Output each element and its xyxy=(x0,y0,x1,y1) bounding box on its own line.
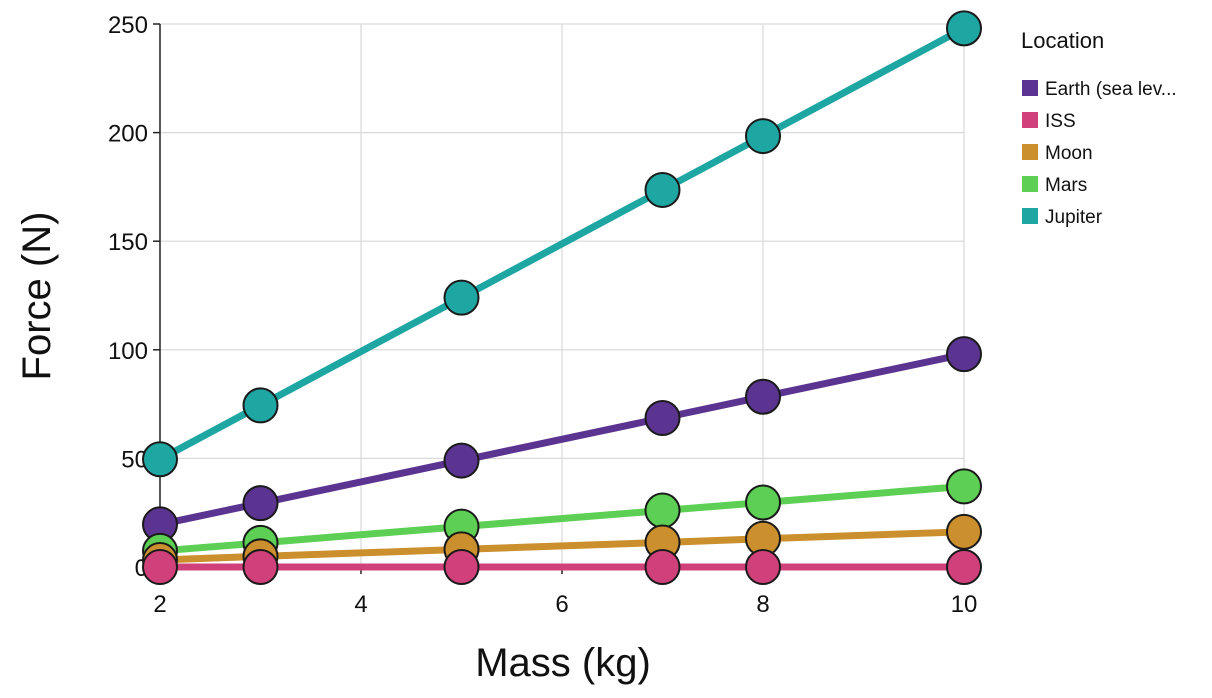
legend-swatch xyxy=(1022,80,1038,96)
legend-label: ISS xyxy=(1045,111,1076,132)
y-tick-label: 250 xyxy=(108,12,148,39)
legend-swatch xyxy=(1022,112,1038,128)
legend-item: Jupiter xyxy=(1022,207,1103,228)
y-tick-label: 150 xyxy=(108,229,148,256)
y-tick-label: 200 xyxy=(108,121,148,148)
x-tick-label: 2 xyxy=(153,591,166,618)
legend-swatch xyxy=(1022,176,1038,192)
data-point xyxy=(946,513,982,550)
data-point xyxy=(242,549,279,585)
legend-swatch xyxy=(1022,208,1038,224)
legend: Location Earth (sea lev... ISS Moon Mars Jup… xyxy=(1021,28,1177,228)
data-point xyxy=(142,441,178,478)
x-tick-label: 4 xyxy=(354,591,367,618)
series-jupiter xyxy=(142,10,982,478)
legend-swatch xyxy=(1022,144,1038,160)
data-point xyxy=(242,387,279,424)
data-point xyxy=(644,400,681,437)
x-tick-label: 8 xyxy=(756,591,769,618)
legend-label: Moon xyxy=(1045,143,1093,164)
legend-title: Location xyxy=(1021,28,1104,53)
data-point xyxy=(644,492,681,529)
data-point xyxy=(443,442,480,479)
x-tick-label: 10 xyxy=(951,591,978,618)
data-point xyxy=(242,485,279,522)
legend-item: ISS xyxy=(1022,111,1076,132)
data-point xyxy=(644,549,681,585)
data-point xyxy=(443,279,480,316)
legend-item: Earth (sea lev... xyxy=(1022,79,1177,100)
series-iss xyxy=(142,549,982,585)
axes xyxy=(153,23,965,574)
x-tick-label: 6 xyxy=(555,591,568,618)
legend-label: Mars xyxy=(1045,175,1087,196)
series-earth-sea-lev xyxy=(142,336,982,543)
y-tick-label: 100 xyxy=(108,338,148,365)
data-point xyxy=(745,118,781,155)
grid xyxy=(159,23,965,568)
data-point xyxy=(946,336,982,373)
data-point xyxy=(745,549,781,585)
series-mars xyxy=(142,468,982,569)
data-point xyxy=(745,484,781,521)
legend-item: Moon xyxy=(1022,143,1093,164)
x-axis-title: Mass (kg) xyxy=(475,641,651,685)
legend-item: Mars xyxy=(1022,175,1087,196)
data-point xyxy=(946,549,982,585)
data-point xyxy=(946,468,982,505)
series-line xyxy=(156,24,968,463)
y-axis-title: Force (N) xyxy=(15,212,59,381)
data-point xyxy=(443,549,480,585)
legend-label: Earth (sea lev... xyxy=(1045,79,1177,100)
data-point xyxy=(644,171,681,208)
series-layer xyxy=(142,10,982,585)
data-point xyxy=(946,10,982,47)
data-point xyxy=(142,549,178,585)
x-tick-labels: 2 4 6 8 10 xyxy=(153,591,977,618)
data-point xyxy=(745,378,781,415)
legend-label: Jupiter xyxy=(1045,207,1103,228)
